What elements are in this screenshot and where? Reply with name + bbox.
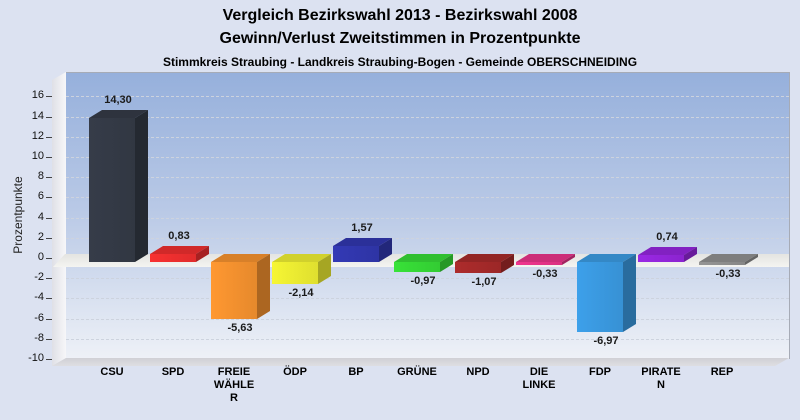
bar-top-gr-ne xyxy=(394,254,453,262)
x-axis-label-piraten: PIRATEN xyxy=(641,366,681,391)
bar-top-freie-w-hler xyxy=(211,254,270,262)
y-tick-label-2: 2 xyxy=(37,231,44,243)
bar-side-freie-w-hler xyxy=(257,254,270,319)
bar-front-gr-ne xyxy=(394,262,440,272)
y-tick-label-12: 12 xyxy=(31,130,44,142)
x-axis-label-freie-w-hler: FREIE WÄHLER xyxy=(213,366,255,404)
bar-side-rep xyxy=(745,254,758,265)
y-tick-label--2: -2 xyxy=(34,271,44,283)
y-tick-label-10: 10 xyxy=(31,150,44,162)
gridline-10 xyxy=(66,157,789,158)
bar-top-csu xyxy=(89,110,148,118)
y-tick-12 xyxy=(46,137,52,138)
gridline-8 xyxy=(66,177,789,178)
y-tick--2 xyxy=(46,278,52,279)
bar-side-die-linke xyxy=(562,254,575,265)
y-tick-label-4: 4 xyxy=(37,211,44,223)
bar-side--dp xyxy=(318,254,331,284)
bar-side-csu xyxy=(135,110,148,262)
bar-top-piraten xyxy=(638,247,697,255)
gridline--4 xyxy=(66,298,789,299)
x-axis-label-spd: SPD xyxy=(161,366,185,378)
y-tick-label--6: -6 xyxy=(34,312,44,324)
y-tick-label-16: 16 xyxy=(31,89,44,101)
y-tick-2 xyxy=(46,238,52,239)
value-label-die-linke: -0,33 xyxy=(532,268,558,280)
y-tick-0 xyxy=(46,258,52,259)
bar-front-spd xyxy=(150,254,196,262)
value-label-freie-w-hler: -5,63 xyxy=(227,322,253,334)
y-tick-4 xyxy=(46,218,52,219)
bar-front-npd xyxy=(455,262,501,273)
value-label-piraten: 0,74 xyxy=(656,231,678,243)
bar-front-csu xyxy=(89,118,135,262)
chart-subtitle: Gewinn/Verlust Zweitstimmen in Prozentpu… xyxy=(219,30,581,47)
y-tick-label--8: -8 xyxy=(34,332,44,344)
gridline-12 xyxy=(66,137,789,138)
bar-top-fdp xyxy=(577,254,636,262)
x-axis-label-csu: CSU xyxy=(100,366,124,378)
y-tick-label-0: 0 xyxy=(37,251,44,263)
y-tick-14 xyxy=(46,117,52,118)
chart-left-wall xyxy=(52,72,66,366)
y-tick--6 xyxy=(46,319,52,320)
bar-top-npd xyxy=(455,254,514,262)
y-tick-6 xyxy=(46,197,52,198)
value-label-fdp: -6,97 xyxy=(593,335,619,347)
y-tick--10 xyxy=(46,359,52,360)
y-tick-label-8: 8 xyxy=(37,170,44,182)
bar-front-bp xyxy=(333,246,379,262)
bar-top-rep xyxy=(699,254,758,262)
bar-front-piraten xyxy=(638,255,684,262)
chart-plot-area xyxy=(66,72,790,359)
bar-front-freie-w-hler xyxy=(211,262,257,319)
y-tick-label-6: 6 xyxy=(37,190,44,202)
bar-front-die-linke xyxy=(516,262,562,265)
x-axis-label-die-linke: DIE LINKE xyxy=(522,366,556,391)
bar-top--dp xyxy=(272,254,331,262)
value-label-spd: 0,83 xyxy=(168,230,190,242)
y-tick-label--4: -4 xyxy=(34,291,44,303)
bar-front--dp xyxy=(272,262,318,284)
chart-title: Vergleich Bezirkswahl 2013 - Bezirkswahl… xyxy=(222,7,578,24)
chart-floor xyxy=(52,358,789,366)
x-axis-label-fdp: FDP xyxy=(589,366,611,378)
value-label-rep: -0,33 xyxy=(715,268,741,280)
x-axis-label-rep: REP xyxy=(710,366,734,378)
y-tick--4 xyxy=(46,298,52,299)
gridline--6 xyxy=(66,319,789,320)
gridline-2 xyxy=(66,238,789,239)
gridline-14 xyxy=(66,117,789,118)
bar-side-fdp xyxy=(623,254,636,332)
gridline-4 xyxy=(66,218,789,219)
bar-top-spd xyxy=(150,246,209,254)
bar-top-die-linke xyxy=(516,254,575,262)
bar-front-fdp xyxy=(577,262,623,332)
y-tick--8 xyxy=(46,339,52,340)
y-tick-8 xyxy=(46,177,52,178)
value-label--dp: -2,14 xyxy=(288,287,314,299)
value-label-npd: -1,07 xyxy=(471,276,497,288)
y-tick-16 xyxy=(46,96,52,97)
value-label-gr-ne: -0,97 xyxy=(410,275,436,287)
bar-top-bp xyxy=(333,238,392,246)
chart-note: Stimmkreis Straubing - Landkreis Straubi… xyxy=(162,55,638,69)
gridline-6 xyxy=(66,197,789,198)
value-label-csu: 14,30 xyxy=(104,94,132,106)
x-axis-label--dp: ÖDP xyxy=(283,366,307,378)
y-tick-10 xyxy=(46,157,52,158)
bar-side-bp xyxy=(379,238,392,262)
gridline--2 xyxy=(66,278,789,279)
value-label-bp: 1,57 xyxy=(351,222,373,234)
y-tick-label-14: 14 xyxy=(31,110,44,122)
x-axis-label-gr-ne: GRÜNE xyxy=(397,366,437,378)
x-axis-label-npd: NPD xyxy=(466,366,490,378)
gridline-16 xyxy=(66,96,789,97)
x-axis-label-bp: BP xyxy=(348,366,364,378)
gridline--8 xyxy=(66,339,789,340)
y-tick-label--10: -10 xyxy=(28,352,44,364)
bar-front-rep xyxy=(699,262,745,265)
